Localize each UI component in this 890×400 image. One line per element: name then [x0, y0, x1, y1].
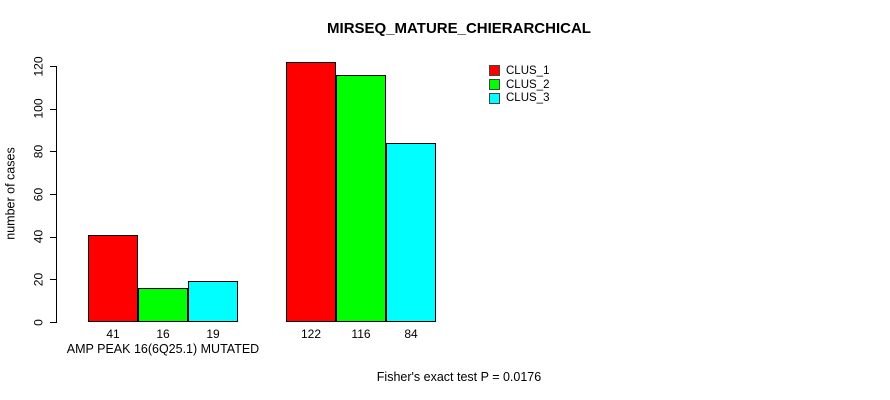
fisher-test-annotation: Fisher's exact test P = 0.0176 — [376, 370, 542, 384]
y-axis-tick — [50, 236, 56, 238]
bar-value-label: 41 — [106, 327, 120, 341]
y-axis-tick — [50, 66, 56, 67]
y-axis-tick-label: 0 — [31, 318, 46, 326]
y-axis-tick-label: 40 — [31, 229, 46, 244]
y-axis-line — [56, 66, 57, 323]
legend-item: CLUS_3 — [489, 91, 549, 105]
y-axis-tick — [50, 322, 56, 323]
chart-title: MIRSEQ_MATURE_CHIERARCHICAL — [327, 20, 591, 37]
y-axis-tick-label: 60 — [31, 187, 46, 201]
bar-value-label: 16 — [156, 327, 170, 341]
bar-value-label: 19 — [206, 327, 220, 341]
bar-value-label: 116 — [351, 327, 371, 341]
legend-swatch — [489, 65, 500, 77]
bar — [188, 281, 238, 322]
y-axis-tick — [50, 151, 56, 153]
legend-swatch — [489, 79, 500, 91]
legend-label: CLUS_2 — [506, 78, 550, 91]
y-axis-tick-label: 20 — [31, 272, 46, 287]
y-axis-tick-label: 80 — [31, 144, 46, 159]
bar — [88, 235, 138, 322]
bar-value-label: 122 — [300, 327, 322, 341]
x-axis-group-label: AMP PEAK 16(6Q25.1) MUTATED — [66, 342, 260, 356]
y-axis-tick — [50, 194, 56, 195]
bar — [138, 288, 188, 322]
legend-label: CLUS_3 — [506, 92, 550, 105]
legend-label: CLUS_1 — [506, 64, 550, 77]
bar — [286, 62, 336, 322]
y-axis-tick — [50, 279, 56, 281]
legend-item: CLUS_2 — [489, 78, 549, 92]
y-axis-tick-label: 120 — [31, 55, 46, 77]
bar — [386, 143, 436, 322]
bar — [336, 75, 386, 322]
bar-value-label: 84 — [404, 327, 418, 341]
y-axis-tick — [50, 108, 56, 110]
legend-swatch — [489, 92, 500, 104]
y-axis-tick-label: 100 — [31, 98, 46, 119]
legend-item: CLUS_1 — [489, 64, 549, 78]
legend: CLUS_1 CLUS_2 CLUS_3 — [489, 64, 549, 105]
